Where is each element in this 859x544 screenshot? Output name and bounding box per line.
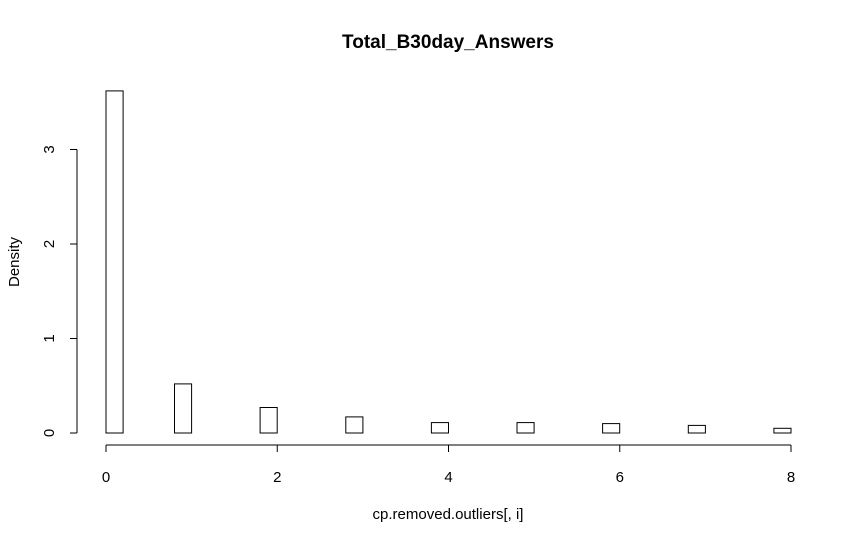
x-tick-label-0: 0 [102,469,110,486]
histogram-bar-6 [602,423,621,434]
histogram-bar-3 [345,416,364,434]
histogram-bar-5 [516,422,535,434]
y-tick-label-2: 2 [41,240,58,248]
y-axis: 0 1 2 3 [41,145,78,437]
y-tick-label-3: 3 [41,145,58,153]
y-tick-label-0: 0 [41,429,58,437]
y-axis-label: Density [6,236,23,287]
y-tick-label-1: 1 [41,334,58,342]
histogram-bar-2 [259,407,278,434]
histogram-bar-7 [687,424,706,434]
x-tick-label-2: 4 [444,469,452,486]
x-tick-label-3: 6 [616,469,624,486]
x-tick-label-4: 8 [787,469,795,486]
histogram-bar-8 [773,427,792,434]
histogram-bars [105,90,792,434]
x-tick-label-1: 2 [273,469,281,486]
histogram-bar-0 [105,90,124,434]
chart-title: Total_B30day_Answers [342,32,554,53]
x-axis-label: cp.removed.outliers[, i] [373,506,524,523]
histogram-bar-4 [430,422,449,434]
x-axis: 0 2 4 6 8 [102,444,795,486]
histogram-bar-1 [174,383,193,434]
